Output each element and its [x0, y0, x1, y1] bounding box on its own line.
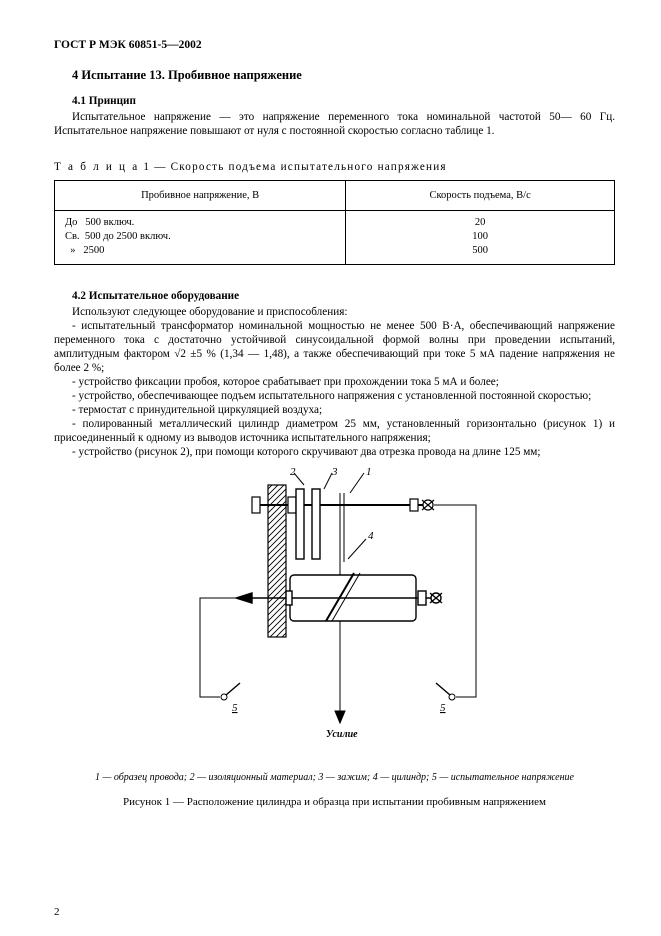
table1-col2-header: Скорость подъема, В/с [346, 181, 615, 211]
leader-2 [294, 473, 304, 485]
table1-caption-rest: 1 — Скорость подъема испытательного напр… [139, 161, 446, 173]
label-force: Усилие [326, 729, 358, 740]
figure1: 2 3 1 4 5 5 Усилие 1 — образец провода; … [54, 467, 615, 810]
clamp [296, 489, 320, 559]
para-4-2-intro: Используют следующее оборудование и прис… [54, 305, 615, 319]
item-0: - испытательный трансформатор номинально… [54, 319, 615, 375]
figure1-svg: 2 3 1 4 5 5 Усилие [140, 467, 530, 762]
table1-caption: Т а б л и ц а 1 — Скорость подъема испыт… [54, 160, 615, 174]
label-2: 2 [290, 467, 296, 478]
table1-left-cell: До 500 включ. Св. 500 до 2500 включ. » 2… [55, 211, 346, 265]
label-4: 4 [368, 530, 374, 542]
figure1-legend: 1 — образец провода; 2 — изоляционный ма… [54, 772, 615, 785]
page-number: 2 [54, 906, 60, 920]
para-4-1: Испытательное напряжение — это напряжени… [54, 110, 615, 138]
item-1: - устройство фиксации пробоя, которое ср… [54, 375, 615, 389]
table1-caption-prefix: Т а б л и ц а [54, 161, 139, 173]
label-3: 3 [331, 467, 338, 478]
leader-4 [348, 539, 366, 559]
table1-body-row: До 500 включ. Св. 500 до 2500 включ. » 2… [55, 211, 615, 265]
item-4: - полированный металлический цилиндр диа… [54, 417, 615, 445]
item-2: - устройство, обеспечивающее подъем испы… [54, 389, 615, 403]
label-1: 1 [366, 467, 372, 478]
item-5: - устройство (рисунок 2), при помощи кот… [54, 445, 615, 459]
doc-header: ГОСТ Р МЭК 60851-5—2002 [54, 38, 615, 52]
leader-3 [324, 473, 332, 489]
circuit-left [200, 598, 244, 697]
figure1-caption: Рисунок 1 — Расположение цилиндра и обра… [54, 796, 615, 810]
insulator-slab [268, 485, 286, 637]
table1: Пробивное напряжение, В Скорость подъема… [54, 180, 615, 265]
item-3: - термостат с принудительной циркуляцией… [54, 403, 615, 417]
table1-header-row: Пробивное напряжение, В Скорость подъема… [55, 181, 615, 211]
label-5-right: 5 [440, 702, 446, 714]
label-5-left: 5 [232, 702, 238, 714]
table1-col1-header: Пробивное напряжение, В [55, 181, 346, 211]
subsection-4-1-title: 4.1 Принцип [72, 94, 615, 108]
section-4-title: 4 Испытание 13. Пробивное напряжение [72, 68, 615, 84]
force-arrow [335, 637, 345, 723]
leader-1 [350, 473, 364, 493]
subsection-4-2-title: 4.2 Испытательное оборудование [72, 289, 615, 303]
switch-right [436, 683, 450, 695]
table1-right-cell: 20 100 500 [346, 211, 615, 265]
switch-left [226, 683, 240, 695]
page: ГОСТ Р МЭК 60851-5—2002 4 Испытание 13. … [0, 0, 661, 936]
